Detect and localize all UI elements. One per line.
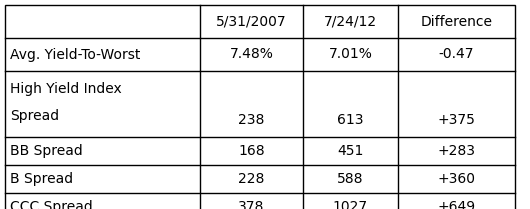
Text: 378: 378	[238, 200, 264, 209]
Text: +649: +649	[437, 200, 475, 209]
Text: 7.01%: 7.01%	[329, 47, 373, 61]
Text: B Spread: B Spread	[10, 172, 73, 186]
Text: BB Spread: BB Spread	[10, 144, 83, 158]
Text: 7.48%: 7.48%	[229, 47, 273, 61]
Text: 1027: 1027	[333, 200, 368, 209]
Text: 451: 451	[337, 144, 364, 158]
Text: CCC Spread: CCC Spread	[10, 200, 93, 209]
Text: Difference: Difference	[420, 14, 492, 28]
Text: 7/24/12: 7/24/12	[324, 14, 377, 28]
Text: 168: 168	[238, 144, 265, 158]
Text: 588: 588	[337, 172, 364, 186]
Text: +375: +375	[438, 113, 475, 127]
Text: +360: +360	[437, 172, 475, 186]
Text: Avg. Yield-To-Worst: Avg. Yield-To-Worst	[10, 47, 140, 61]
Text: +283: +283	[437, 144, 475, 158]
Text: Spread: Spread	[10, 109, 59, 123]
Text: 5/31/2007: 5/31/2007	[216, 14, 287, 28]
Text: -0.47: -0.47	[439, 47, 474, 61]
Text: 238: 238	[238, 113, 264, 127]
Text: High Yield Index: High Yield Index	[10, 83, 122, 97]
Text: 613: 613	[337, 113, 364, 127]
Text: 228: 228	[238, 172, 264, 186]
